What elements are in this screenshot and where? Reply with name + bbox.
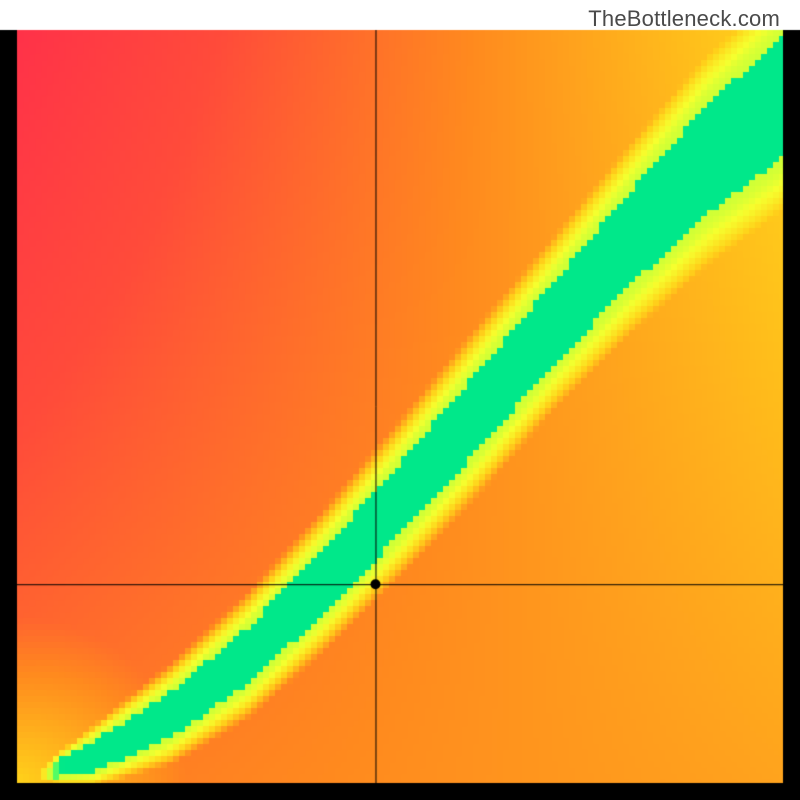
chart-container: TheBottleneck.com	[0, 0, 800, 800]
watermark-label: TheBottleneck.com	[588, 6, 780, 32]
heatmap-canvas	[0, 0, 800, 800]
